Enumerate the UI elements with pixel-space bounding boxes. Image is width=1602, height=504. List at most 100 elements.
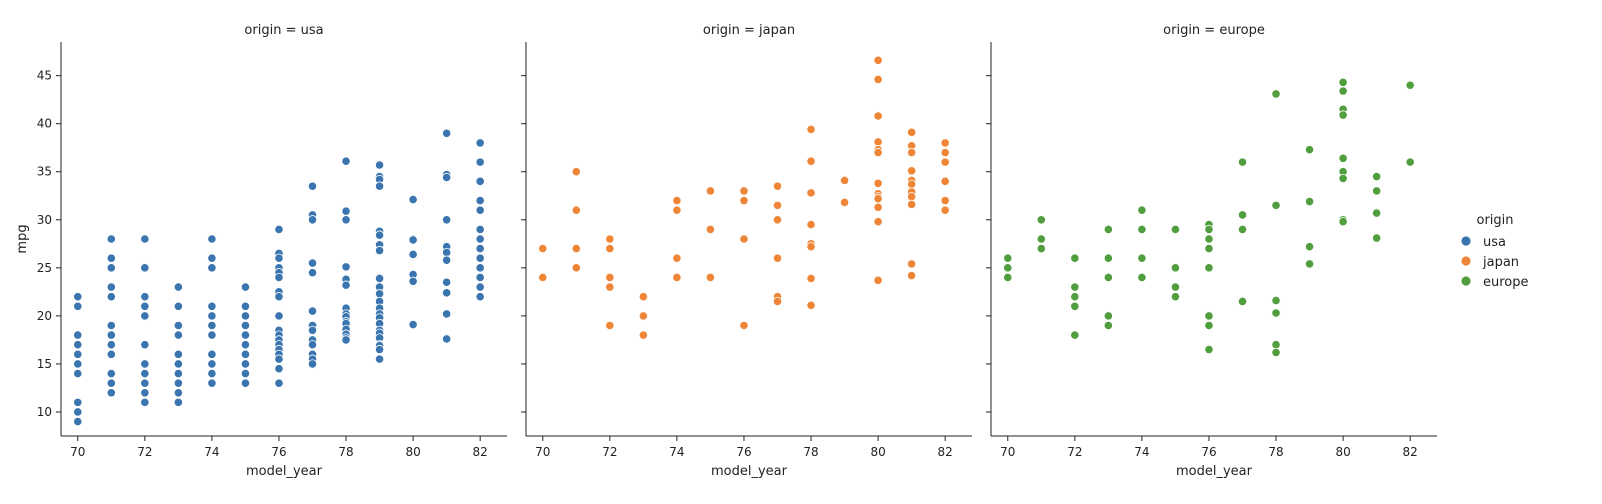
data-point: [106, 253, 116, 263]
data-point: [571, 263, 581, 273]
data-point: [907, 270, 917, 281]
data-point: [442, 288, 452, 298]
data-point: [240, 320, 251, 331]
data-point: [140, 388, 150, 398]
data-point: [73, 330, 83, 340]
data-point: [274, 364, 284, 374]
x-tick-label: 74: [669, 445, 684, 459]
data-point: [1003, 253, 1013, 263]
legend-title: origin: [1476, 213, 1513, 228]
data-point: [1036, 215, 1046, 225]
data-point: [207, 301, 217, 311]
data-point: [173, 359, 183, 369]
data-point: [106, 282, 116, 292]
data-point: [475, 253, 485, 263]
scatter-points: [1003, 77, 1415, 357]
data-point: [475, 263, 485, 273]
data-point: [341, 280, 351, 290]
data-point: [739, 234, 749, 244]
x-tick-label: 72: [137, 445, 152, 459]
data-point: [341, 156, 351, 166]
data-point: [1372, 186, 1382, 196]
legend-item: usa: [1460, 235, 1506, 250]
data-point: [173, 320, 183, 331]
data-point: [772, 181, 783, 191]
data-point: [873, 55, 883, 65]
data-point: [207, 234, 217, 244]
data-point: [73, 368, 83, 379]
data-point: [940, 138, 950, 148]
data-point: [140, 234, 150, 244]
data-point: [341, 335, 351, 345]
panel-title: origin = japan: [703, 23, 795, 38]
legend-item: japan: [1460, 255, 1519, 270]
data-point: [1170, 263, 1181, 273]
data-point: [374, 160, 385, 170]
data-point: [907, 259, 917, 269]
data-point: [1204, 263, 1214, 273]
data-point: [705, 272, 716, 283]
data-point: [1304, 196, 1315, 207]
x-tick-label: 70: [535, 445, 550, 459]
data-point: [1003, 272, 1013, 283]
y-tick-label: 30: [37, 213, 52, 227]
data-point: [408, 249, 418, 259]
data-point: [1237, 210, 1248, 220]
legend-marker: [1460, 235, 1472, 247]
y-tick-label: 45: [37, 69, 52, 83]
legend-item: europe: [1460, 275, 1529, 290]
data-point: [1304, 145, 1315, 155]
x-tick-label: 78: [803, 445, 818, 459]
data-point: [207, 330, 217, 340]
data-point: [173, 330, 183, 340]
x-tick-label: 74: [204, 445, 219, 459]
data-point: [1103, 320, 1113, 331]
data-point: [806, 124, 816, 135]
data-point: [538, 244, 548, 254]
data-point: [1372, 208, 1382, 218]
data-point: [1137, 224, 1147, 234]
x-tick-label: 78: [1268, 445, 1283, 459]
data-point: [475, 292, 485, 302]
data-point: [274, 224, 284, 234]
data-point: [240, 349, 251, 359]
x-tick-label: 72: [1067, 445, 1082, 459]
data-point: [274, 253, 284, 263]
data-point: [907, 127, 917, 137]
data-point: [374, 181, 385, 191]
data-point: [1170, 224, 1181, 234]
data-point: [442, 215, 452, 225]
data-point: [1204, 224, 1214, 234]
data-point: [140, 292, 150, 302]
x-tick-label: 80: [870, 445, 885, 459]
data-point: [1271, 347, 1281, 357]
data-point: [772, 200, 783, 210]
data-point: [475, 205, 485, 215]
data-point: [475, 244, 485, 254]
data-point: [940, 195, 950, 206]
data-point: [638, 311, 648, 321]
data-point: [1338, 153, 1348, 163]
data-point: [73, 397, 83, 407]
data-point: [341, 262, 351, 272]
data-point: [73, 407, 83, 417]
y-tick-label: 35: [37, 165, 52, 179]
data-point: [173, 378, 183, 388]
data-point: [307, 340, 318, 350]
data-point: [571, 205, 581, 215]
data-point: [1271, 308, 1281, 318]
data-point: [571, 244, 581, 254]
x-tick-label: 74: [1134, 445, 1149, 459]
data-point: [408, 319, 418, 330]
data-point: [173, 282, 183, 292]
legend: origin usa japan europe: [1460, 213, 1529, 290]
x-tick-label: 82: [473, 445, 488, 459]
data-point: [106, 378, 116, 388]
data-point: [1338, 110, 1348, 120]
y-tick-label: 10: [37, 405, 52, 419]
data-point: [1036, 234, 1046, 244]
data-point: [1271, 340, 1281, 350]
data-point: [374, 354, 385, 364]
data-point: [1304, 259, 1315, 269]
